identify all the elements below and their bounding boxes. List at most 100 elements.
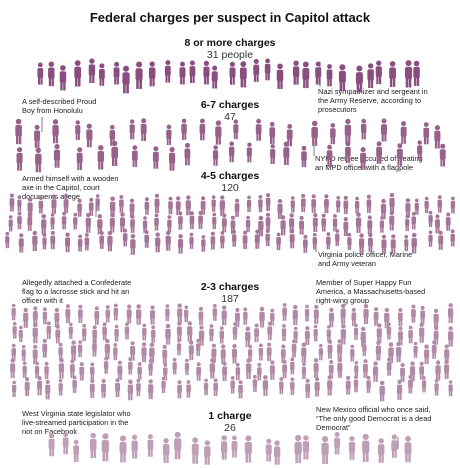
person-icon <box>315 61 322 85</box>
person-icon <box>164 60 171 83</box>
person-icon <box>270 144 276 164</box>
person-icon <box>12 380 17 398</box>
person-icon <box>196 338 201 356</box>
person-icon <box>408 325 413 344</box>
person-icon <box>375 340 381 361</box>
person-icon <box>131 434 138 459</box>
group-label-6-7: 6-7 charges <box>201 99 260 111</box>
person-icon <box>312 232 317 250</box>
person-icon <box>176 339 182 356</box>
person-icon <box>58 342 63 360</box>
person-icon <box>136 378 141 397</box>
person-icon <box>324 194 329 214</box>
person-icon <box>148 379 154 400</box>
person-icon <box>353 323 359 340</box>
person-icon <box>386 357 392 376</box>
person-icon <box>135 61 143 89</box>
person-icon <box>363 304 369 324</box>
person-icon <box>274 440 281 465</box>
person-icon <box>18 233 24 253</box>
person-icon <box>209 358 215 379</box>
person-icon <box>437 195 442 213</box>
person-icon <box>424 196 429 214</box>
person-icon <box>380 198 387 220</box>
person-icon <box>448 380 453 397</box>
person-icon <box>204 440 211 465</box>
person-icon <box>51 194 57 214</box>
person-icon <box>50 230 56 250</box>
person-icon <box>122 65 130 94</box>
person-icon <box>85 212 91 233</box>
person-icon <box>281 324 287 341</box>
person-icon <box>38 196 44 214</box>
person-icon <box>48 61 55 87</box>
person-icon <box>5 231 10 249</box>
person-icon <box>299 215 304 235</box>
person-icon <box>198 306 204 325</box>
person-icon <box>104 339 110 360</box>
person-icon <box>301 342 307 363</box>
person-icon <box>89 432 97 459</box>
person-icon <box>90 362 95 380</box>
person-icon <box>379 216 385 233</box>
person-icon <box>326 325 331 342</box>
person-icon <box>300 193 306 213</box>
person-icon <box>174 431 182 460</box>
person-icon <box>89 378 95 398</box>
person-icon <box>252 374 258 392</box>
person-icon <box>264 58 271 81</box>
person-icon <box>63 194 69 214</box>
person-icon <box>119 195 124 213</box>
person-icon <box>191 437 199 464</box>
person-icon <box>79 362 85 381</box>
person-icon <box>311 194 317 213</box>
person-icon <box>61 211 67 230</box>
person-icon <box>372 361 379 382</box>
person-icon <box>167 215 172 233</box>
person-icon <box>220 231 225 249</box>
person-icon <box>74 60 82 87</box>
person-icon <box>212 145 219 166</box>
person-icon <box>213 378 218 397</box>
person-icon <box>34 361 40 379</box>
person-icon <box>304 326 310 345</box>
annotation-proud-boy: A self-described Proud Boy from Honolulu <box>22 97 98 115</box>
person-icon <box>283 141 290 165</box>
person-icon <box>258 215 264 237</box>
person-icon <box>155 232 161 253</box>
person-icon <box>129 119 135 140</box>
person-icon <box>44 361 49 380</box>
person-icon <box>289 229 295 249</box>
person-icon <box>128 357 133 375</box>
person-icon <box>201 235 206 252</box>
person-icon <box>50 213 55 230</box>
person-icon <box>262 375 269 396</box>
person-icon <box>367 63 374 89</box>
person-icon <box>77 234 83 252</box>
person-icon <box>185 195 191 216</box>
person-icon <box>445 212 451 231</box>
person-icon <box>178 211 183 230</box>
person-icon <box>326 232 331 250</box>
person-icon <box>46 321 52 339</box>
group-count-6-7: 47 <box>224 111 236 123</box>
person-icon <box>265 229 270 247</box>
person-icon <box>266 342 272 362</box>
person-icon <box>301 362 307 379</box>
person-icon <box>396 341 402 363</box>
person-icon <box>434 125 441 149</box>
person-icon <box>76 147 83 170</box>
person-icon <box>269 360 275 380</box>
group-count-1: 26 <box>224 422 236 434</box>
person-icon <box>424 344 430 365</box>
person-icon <box>376 141 382 164</box>
person-icon <box>276 63 284 89</box>
person-icon <box>302 435 310 460</box>
person-icon <box>172 357 177 375</box>
person-icon <box>11 303 16 321</box>
person-icon <box>381 234 387 254</box>
person-icon <box>419 361 424 380</box>
person-icon <box>184 142 191 166</box>
person-icon <box>34 124 41 148</box>
person-icon <box>381 118 387 142</box>
